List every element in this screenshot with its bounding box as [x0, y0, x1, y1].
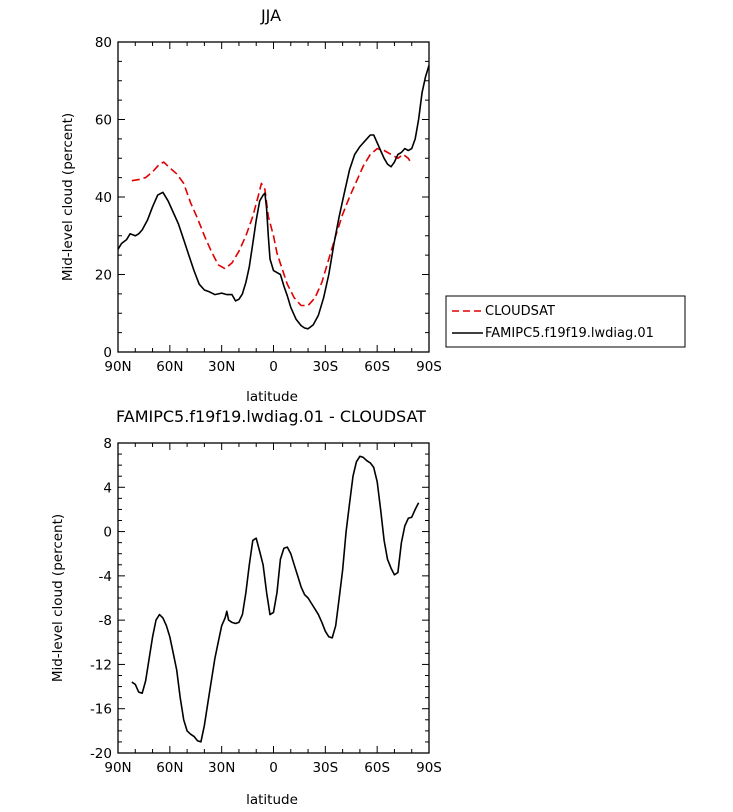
top-series-line-famipc5-f19f19-lwdiag-01 [117, 65, 430, 330]
top-x-tick-label: 30N [208, 359, 235, 375]
top-y-tick-label: 40 [95, 190, 112, 206]
bottom-y-tick-label: -8 [99, 613, 112, 629]
bottom-y-tick-label: 0 [103, 525, 112, 541]
top-y-tick-label: 80 [95, 35, 112, 51]
top-x-tick-label: 0 [269, 359, 278, 375]
bottom-series-line-difference [131, 455, 420, 743]
bottom-plot-area [131, 455, 420, 743]
bottom-y-axis-label: Mid-level cloud (percent) [50, 514, 66, 682]
legend-label-cloudsat: CLOUDSAT [485, 304, 555, 319]
top-x-tick-label: 60N [156, 359, 183, 375]
top-axes: 90N 60N 30N 0 30S 60S 90S 0 20 40 60 80 [95, 35, 442, 375]
bottom-y-tick-label: -16 [90, 702, 112, 718]
bottom-y-tick-label: -4 [99, 569, 112, 585]
top-x-axis-label: latitude [246, 389, 298, 405]
top-y-axis-label: Mid-level cloud (percent) [60, 113, 76, 281]
bottom-chart-title: FAMIPC5.f19f19.lwdiag.01 - CLOUDSAT [116, 407, 426, 426]
bottom-x-axis-label: latitude [246, 792, 298, 808]
top-y-tick-label: 0 [103, 345, 112, 361]
top-x-tick-label: 30S [312, 359, 338, 375]
bottom-x-tick-label: 30N [208, 760, 235, 776]
bottom-x-tick-label: 0 [269, 760, 278, 776]
bottom-y-tick-label: 8 [103, 436, 112, 452]
top-x-tick-label: 90N [104, 359, 131, 375]
legend: CLOUDSAT FAMIPC5.f19f19.lwdiag.01 [445, 295, 686, 348]
top-x-tick-label: 60S [364, 359, 390, 375]
bottom-panel: FAMIPC5.f19f19.lwdiag.01 - CLOUDSAT 90N 6… [50, 407, 442, 808]
top-y-tick-label: 20 [95, 268, 112, 284]
bottom-x-tick-label: 90N [104, 760, 131, 776]
legend-label-model: FAMIPC5.f19f19.lwdiag.01 [485, 326, 654, 341]
top-plot-frame [117, 41, 430, 353]
bottom-y-tick-label: 4 [103, 480, 112, 496]
bottom-axes: 90N 60N 30N 0 30S 60S 90S -20 -16 -12 -8 -4 0 4 8 [90, 436, 442, 776]
top-plot-area [117, 65, 430, 330]
bottom-x-tick-label: 60N [156, 760, 183, 776]
bottom-plot-frame [117, 442, 430, 754]
top-y-tick-label: 60 [95, 113, 112, 129]
legend-box [445, 295, 686, 348]
bottom-x-tick-label: 60S [364, 760, 390, 776]
top-chart-title: JJA [260, 6, 281, 25]
top-x-tick-label: 90S [416, 359, 442, 375]
top-panel: JJA 90N 60N 30N 0 30S 60S 90S 0 20 40 60 80 latitud… [60, 6, 686, 405]
bottom-x-tick-label: 90S [416, 760, 442, 776]
bottom-y-tick-label: -12 [90, 657, 112, 673]
bottom-x-tick-label: 30S [312, 760, 338, 776]
top-series-line-cloudsat [131, 147, 413, 307]
bottom-y-tick-label: -20 [90, 746, 112, 762]
